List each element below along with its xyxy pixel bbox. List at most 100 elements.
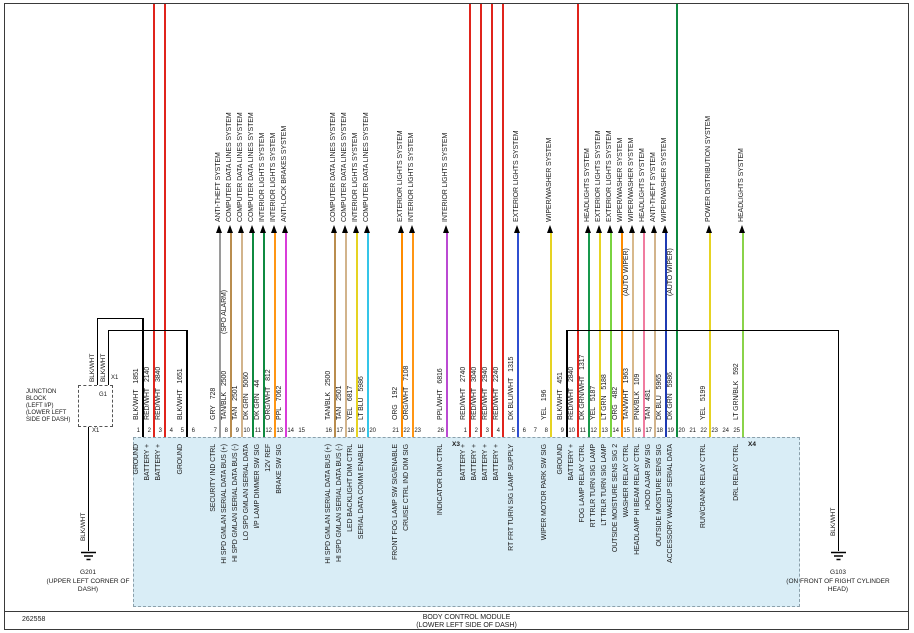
wire-circuit-label: 2501 <box>232 385 239 401</box>
wire-color-label: RED/WHT <box>471 388 478 420</box>
pin-number: 8 <box>224 428 228 434</box>
connector-id-label: X3 <box>452 441 460 448</box>
system-arrow-icon <box>706 225 712 233</box>
wire-color-label: DK GRN/WHT <box>579 375 586 420</box>
wire-circuit-label: 3840 <box>155 366 162 383</box>
pin-function-label: RUN/CRANK RELAY CTRL <box>700 444 707 529</box>
system-label: INTERIOR LIGHTS SYSTEM <box>352 132 359 222</box>
wire-line <box>588 233 590 437</box>
pin-number: 17 <box>336 428 343 434</box>
ground-wire-horizontal <box>566 330 838 332</box>
wire-line <box>446 233 448 437</box>
wire-color-label: TAN <box>336 406 343 420</box>
wire-color-label: LT BLU <box>358 397 365 421</box>
pin-number: 13 <box>276 428 283 434</box>
system-label: WIPER/WASHER SYSTEM <box>546 137 553 222</box>
pin-function-label: DRL RELAY CTRL <box>733 444 740 501</box>
wire-label: RED/WHT 2240 <box>493 367 501 420</box>
pin-function-label: OUTSIDE MOISTURE SENS SIG <box>656 444 663 547</box>
system-label: POWER DISTRIBUTION SYSTEM <box>705 115 712 222</box>
system-arrow-icon <box>331 225 337 233</box>
pin-function-label: FRONT FOG LAMP SW SIG/ENABLE <box>392 444 399 560</box>
wire-line <box>164 4 166 437</box>
system-label: COMPUTER DATA LINES SYSTEM <box>363 112 370 222</box>
pin-function-label: SERIAL DATA COMM ENABLE <box>358 444 365 540</box>
wire-line <box>621 233 623 437</box>
wire-line <box>230 233 232 437</box>
wire-line <box>676 4 678 437</box>
wire-circuit-label: 2240 <box>493 366 500 383</box>
figure-number: 262558 <box>22 616 46 623</box>
ground-wire-horizontal <box>97 318 142 320</box>
wire-line <box>491 4 493 437</box>
jb-ground-bus-label: G1 <box>99 392 108 398</box>
pin-number: 5 <box>180 428 184 434</box>
system-label: ANTI-THEFT SYSTEM <box>215 152 222 222</box>
wire-circuit-label: 451 <box>557 372 564 384</box>
connector-id-label: X4 <box>748 441 756 448</box>
pin-function-label: HOOD AJAR SW SIG <box>645 444 652 511</box>
pin-function-label: HEADLAMP HI BEAM RELAY CTRL <box>634 444 641 555</box>
ground-wire-horizontal <box>108 330 186 332</box>
wire-line <box>550 233 552 437</box>
wire-circuit-label: 1651 <box>177 368 184 384</box>
system-label: INTERIOR LIGHTS SYSTEM <box>259 132 266 222</box>
wire-circuit-label: 3040 <box>471 366 478 383</box>
pin-number: 20 <box>369 428 376 434</box>
pin-number: 7 <box>533 428 537 434</box>
system-label: COMPUTER DATA LINES SYSTEM <box>248 112 255 222</box>
footer-divider <box>4 611 909 612</box>
pin-number: 12 <box>590 428 597 434</box>
pin-number: 4 <box>496 428 500 434</box>
wire-line <box>241 233 243 437</box>
wire-label: RED/WHT 2740 <box>460 367 468 420</box>
pin-function-label: I/P LAMP DIMMER SW SIG <box>254 444 261 529</box>
system-arrow-icon <box>662 225 668 233</box>
pin-number: 8 <box>544 428 548 434</box>
wire-line <box>566 330 568 437</box>
system-arrow-icon <box>238 225 244 233</box>
pin-number: 2 <box>474 428 478 434</box>
wire-color-label: TAN <box>645 406 652 420</box>
g201-name: G201 <box>80 569 96 576</box>
wire-line <box>263 233 265 437</box>
wire-color-label: BLK/WHT <box>133 389 140 420</box>
pin-number: 15 <box>298 428 305 434</box>
system-arrow-icon <box>409 225 415 233</box>
pin-function-label: BATTERY + <box>493 444 500 481</box>
wire-label: GRY 728 <box>210 388 218 420</box>
wire-label: LT GRN 5188 <box>601 374 609 420</box>
wire-color-label: YEL <box>347 407 354 420</box>
pin-number: 13 <box>601 428 608 434</box>
pin-number: 5 <box>511 428 515 434</box>
jb-connector-label-bottom: X1 <box>92 428 100 434</box>
wire-line <box>367 233 369 437</box>
junction-block-label-line: (LOWER LEFT <box>26 410 67 416</box>
wire-label: RED/WHT 3840 <box>155 367 163 420</box>
wire-label: BLK/WHT 1851 <box>133 368 141 420</box>
pin-number: 14 <box>612 428 619 434</box>
wire-circuit-label: 5965 <box>656 374 663 390</box>
wire-circuit-label: 2740 <box>460 366 467 383</box>
pin-number: 23 <box>711 428 718 434</box>
wire-line <box>153 4 155 437</box>
wire-color-label: RED/WHT <box>493 388 500 420</box>
wire-circuit-label: 1963 <box>623 368 630 384</box>
pin-number: 11 <box>254 428 261 434</box>
pin-function-label: GROUND <box>557 444 564 475</box>
system-label: EXTERIOR LIGHTS SYSTEM <box>595 130 602 222</box>
wire-circuit-label: 812 <box>265 369 272 381</box>
g103-wire-color-label: BLK/WHT <box>830 507 837 536</box>
wire-color-label: TAN/WHT <box>623 389 630 420</box>
wire-color-label: DK BLU/WHT <box>508 377 515 420</box>
pin-number: 2 <box>147 428 151 434</box>
wire-circuit-label: 2500 <box>221 370 228 387</box>
wire-color-label: PNK/BLK <box>634 391 641 420</box>
pin-number: 1 <box>136 428 140 434</box>
pin-number: 17 <box>645 428 652 434</box>
wire-label: PNK/BLK 109 <box>634 374 642 420</box>
system-arrow-icon <box>249 225 255 233</box>
wire-color-label: ORG/WHT <box>403 386 410 420</box>
wire-label: YEL 5187 <box>590 386 598 420</box>
pin-function-label: CRUISE CTRL IND DIM SIG <box>403 444 410 531</box>
